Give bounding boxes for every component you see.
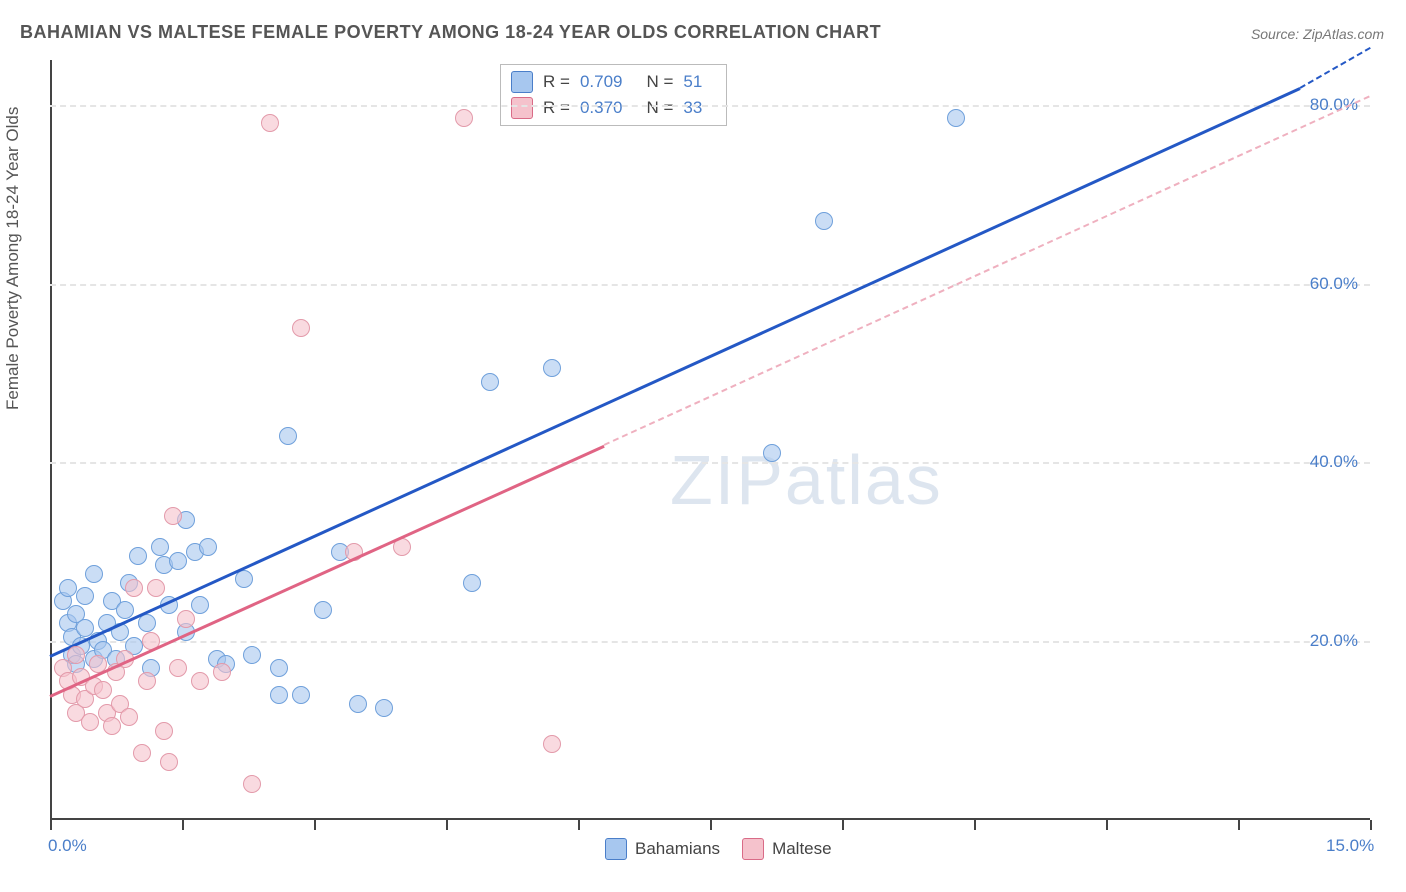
gridline [50, 284, 1370, 286]
x-tick [1106, 820, 1108, 830]
y-axis-line [50, 60, 52, 820]
scatter-point [270, 686, 288, 704]
r-value: 0.370 [580, 98, 623, 118]
scatter-point [76, 587, 94, 605]
x-label-right: 15.0% [1326, 836, 1374, 856]
trend-line [49, 445, 605, 698]
scatter-point [94, 681, 112, 699]
legend-label: Bahamians [635, 839, 720, 859]
scatter-point [261, 114, 279, 132]
legend-item: Maltese [742, 838, 832, 860]
scatter-point [481, 373, 499, 391]
n-value: 33 [683, 98, 702, 118]
y-tick-label: 20.0% [1310, 631, 1358, 651]
scatter-point [151, 538, 169, 556]
scatter-point [125, 579, 143, 597]
scatter-point [155, 722, 173, 740]
trend-line [49, 87, 1300, 657]
scatter-point [270, 659, 288, 677]
x-tick [314, 820, 316, 830]
scatter-point [191, 596, 209, 614]
r-label: R = [543, 72, 570, 92]
n-label: N = [646, 98, 673, 118]
x-tick [1238, 820, 1240, 830]
r-value: 0.709 [580, 72, 623, 92]
scatter-point [292, 686, 310, 704]
scatter-point [133, 744, 151, 762]
gridline [50, 462, 1370, 464]
scatter-point [947, 109, 965, 127]
legend-row-bahamians: R = 0.709 N = 51 [511, 69, 716, 95]
scatter-point [116, 601, 134, 619]
scatter-point [67, 646, 85, 664]
swatch-icon [605, 838, 627, 860]
scatter-point [177, 610, 195, 628]
legend-correlation-box: R = 0.709 N = 51 R = 0.370 N = 33 [500, 64, 727, 126]
scatter-point [199, 538, 217, 556]
scatter-point [543, 359, 561, 377]
scatter-point [463, 574, 481, 592]
y-axis-title: Female Poverty Among 18-24 Year Olds [3, 107, 23, 410]
swatch-icon [511, 97, 533, 119]
n-value: 51 [683, 72, 702, 92]
scatter-point [349, 695, 367, 713]
chart-title: BAHAMIAN VS MALTESE FEMALE POVERTY AMONG… [20, 22, 881, 43]
scatter-point [243, 646, 261, 664]
scatter-point [375, 699, 393, 717]
x-tick [974, 820, 976, 830]
legend-label: Maltese [772, 839, 832, 859]
scatter-point [160, 753, 178, 771]
scatter-point [81, 713, 99, 731]
scatter-point [169, 659, 187, 677]
scatter-point [455, 109, 473, 127]
x-tick [446, 820, 448, 830]
scatter-point [138, 672, 156, 690]
scatter-point [243, 775, 261, 793]
scatter-point [543, 735, 561, 753]
y-tick-label: 60.0% [1310, 274, 1358, 294]
scatter-point [103, 717, 121, 735]
trend-line [1299, 47, 1370, 89]
legend-series: Bahamians Maltese [605, 838, 832, 860]
x-tick [1370, 820, 1372, 830]
y-tick-label: 40.0% [1310, 452, 1358, 472]
scatter-point [314, 601, 332, 619]
x-label-left: 0.0% [48, 836, 87, 856]
scatter-point [292, 319, 310, 337]
scatter-point [164, 507, 182, 525]
gridline [50, 641, 1370, 643]
r-label: R = [543, 98, 570, 118]
scatter-point [59, 579, 77, 597]
source-attribution: Source: ZipAtlas.com [1251, 26, 1384, 42]
scatter-point [147, 579, 165, 597]
x-tick [182, 820, 184, 830]
scatter-point [279, 427, 297, 445]
x-tick [710, 820, 712, 830]
scatter-point [763, 444, 781, 462]
swatch-icon [511, 71, 533, 93]
scatter-point [815, 212, 833, 230]
x-tick [50, 820, 52, 830]
swatch-icon [742, 838, 764, 860]
scatter-point [85, 565, 103, 583]
gridline [50, 105, 1370, 107]
scatter-point [169, 552, 187, 570]
scatter-point [191, 672, 209, 690]
scatter-plot-area: ZIPatlas R = 0.709 N = 51 R = 0.370 N = … [50, 60, 1370, 820]
x-tick [842, 820, 844, 830]
legend-item: Bahamians [605, 838, 720, 860]
watermark: ZIPatlas [670, 440, 943, 520]
scatter-point [129, 547, 147, 565]
n-label: N = [646, 72, 673, 92]
scatter-point [120, 708, 138, 726]
x-tick [578, 820, 580, 830]
legend-row-maltese: R = 0.370 N = 33 [511, 95, 716, 121]
scatter-point [213, 663, 231, 681]
trend-line [604, 96, 1370, 447]
